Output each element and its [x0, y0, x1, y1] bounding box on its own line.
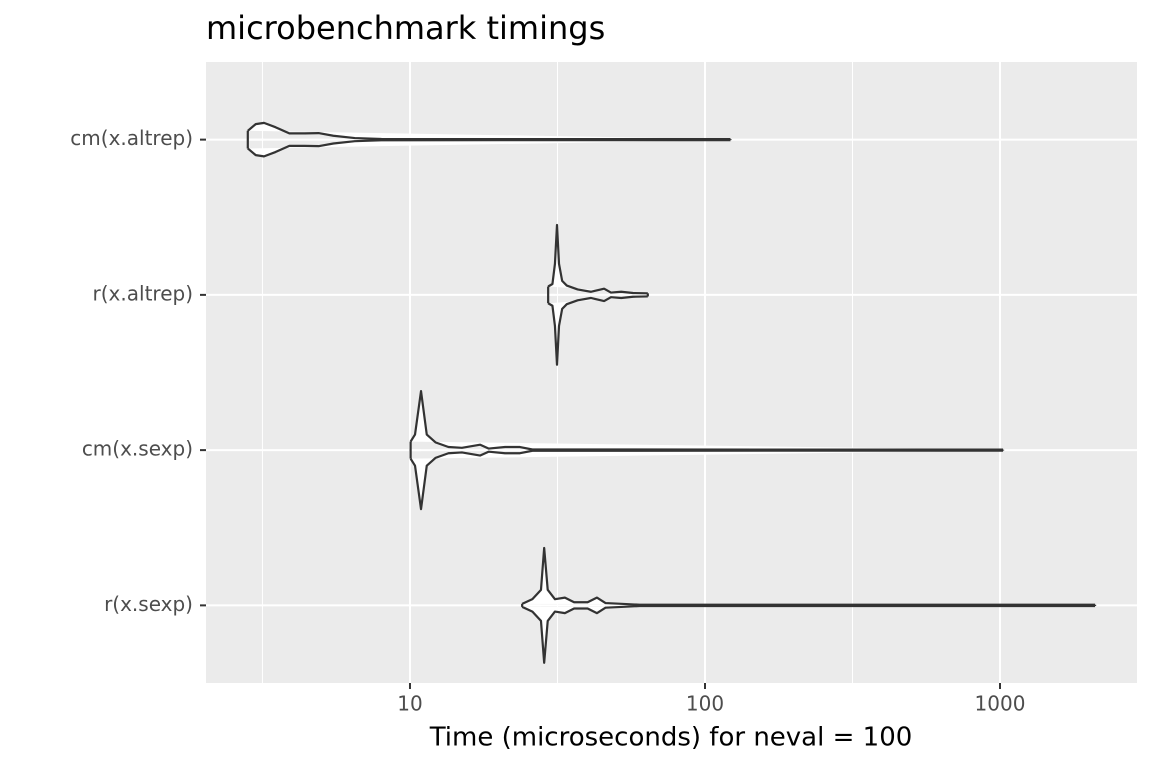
- x-tick-label: 1000: [975, 692, 1026, 716]
- y-tick-label: cm(x.altrep): [70, 126, 193, 150]
- violin-core: [522, 604, 541, 607]
- violin-half: [521, 604, 1096, 664]
- violin-half: [247, 121, 731, 141]
- x-tick-label: 10: [397, 692, 422, 716]
- violin-half: [547, 223, 648, 295]
- violin-half: [247, 138, 731, 158]
- y-tick-label: r(x.altrep): [93, 281, 193, 305]
- x-tick-label: 100: [686, 692, 724, 716]
- violin-half: [521, 546, 1096, 606]
- violin-core: [247, 138, 264, 141]
- x-axis-title: Time (microseconds) for neval = 100: [429, 723, 913, 753]
- violin-half: [409, 449, 1004, 511]
- violin-core: [548, 293, 555, 296]
- violin-half: [409, 390, 1004, 451]
- y-tick-label: r(x.sexp): [104, 592, 193, 616]
- chart-title: microbenchmark timings: [206, 9, 605, 47]
- y-tick-label: cm(x.sexp): [82, 437, 193, 461]
- violin-half: [547, 295, 648, 366]
- violin-core: [410, 449, 422, 452]
- plot-panel: [206, 62, 1137, 683]
